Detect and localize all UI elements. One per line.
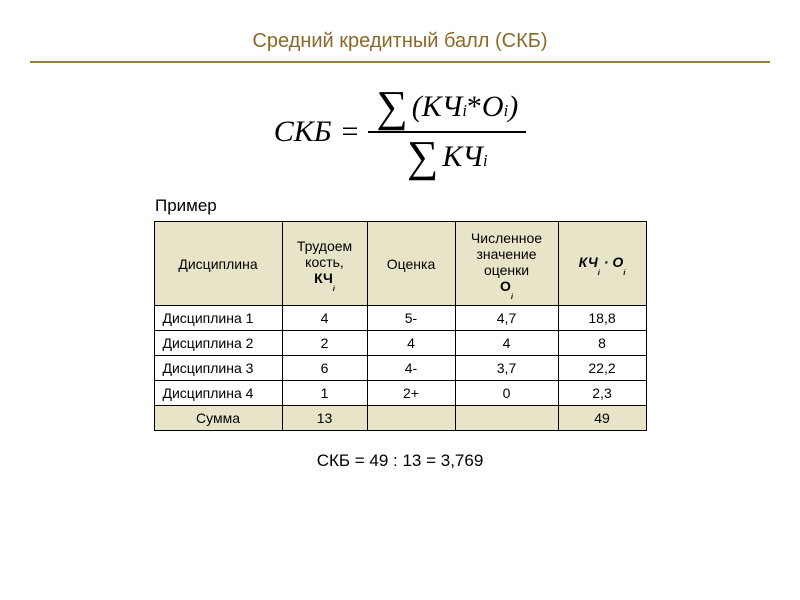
table-cell: 4 (282, 306, 367, 331)
formula: СКБ = ∑ ( КЧi * Оi ) ∑ КЧi (0, 83, 800, 181)
footer-equation: СКБ = 49 : 13 = 3,769 (0, 451, 800, 471)
table-sum-cell: Сумма (154, 406, 282, 431)
table-header-cell: Дисциплина (154, 222, 282, 306)
table-cell: 18,8 (558, 306, 646, 331)
table-header-cell: Оценка (367, 222, 455, 306)
title-underline (30, 61, 770, 63)
table-cell: 2,3 (558, 381, 646, 406)
table-cell: Дисциплина 2 (154, 331, 282, 356)
table-header-cell: КЧi · Оi (558, 222, 646, 306)
table-header-cell: Трудоемкость,КЧi (282, 222, 367, 306)
sigma-icon: ∑ (407, 135, 438, 179)
table-cell: 2 (282, 331, 367, 356)
table-sum-cell: 49 (558, 406, 646, 431)
table-cell: Дисциплина 4 (154, 381, 282, 406)
formula-kch: КЧ (442, 140, 483, 174)
table-cell: 2+ (367, 381, 455, 406)
table-row: Дисциплина 364-3,722,2 (154, 356, 646, 381)
formula-kch: КЧ (422, 90, 463, 124)
table-cell: 4- (367, 356, 455, 381)
table-cell: 4 (367, 331, 455, 356)
table-sum-cell (455, 406, 558, 431)
table-row: Дисциплина 412+02,3 (154, 381, 646, 406)
subscript: i (504, 101, 509, 121)
formula-fraction: ∑ ( КЧi * Оi ) ∑ КЧi (368, 83, 526, 181)
formula-equals: = (341, 115, 358, 149)
table-cell: 22,2 (558, 356, 646, 381)
sigma-icon: ∑ (376, 85, 407, 129)
table-sum-cell: 13 (282, 406, 367, 431)
table-cell: 0 (455, 381, 558, 406)
table-sum-row: Сумма13 49 (154, 406, 646, 431)
table-body: Дисциплина 145-4,718,8Дисциплина 22448Ди… (154, 306, 646, 406)
formula-op: * (467, 90, 482, 124)
table-cell: 8 (558, 331, 646, 356)
formula-o: О (482, 90, 504, 124)
fraction-numerator: ∑ ( КЧi * Оi ) (368, 83, 526, 131)
table-cell: 4,7 (455, 306, 558, 331)
page-title: Средний кредитный балл (СКБ) (0, 0, 800, 61)
data-table: ДисциплинаТрудоемкость,КЧiОценкаЧисленно… (154, 221, 647, 431)
fraction-denominator: ∑ КЧi (399, 133, 496, 181)
table-header-cell: ЧисленноезначениеоценкиОi (455, 222, 558, 306)
table-cell: Дисциплина 1 (154, 306, 282, 331)
table-cell: 5- (367, 306, 455, 331)
table-cell: 3,7 (455, 356, 558, 381)
table-row: Дисциплина 22448 (154, 331, 646, 356)
table-cell: Дисциплина 3 (154, 356, 282, 381)
table-row: Дисциплина 145-4,718,8 (154, 306, 646, 331)
subscript: i (483, 151, 488, 171)
formula-lhs: СКБ (274, 115, 332, 149)
table-sum-cell (367, 406, 455, 431)
table-header-row: ДисциплинаТрудоемкость,КЧiОценкаЧисленно… (154, 222, 646, 306)
table-cell: 1 (282, 381, 367, 406)
table-cell: 4 (455, 331, 558, 356)
table-cell: 6 (282, 356, 367, 381)
subscript: i (462, 101, 467, 121)
example-label: Пример (155, 196, 800, 216)
